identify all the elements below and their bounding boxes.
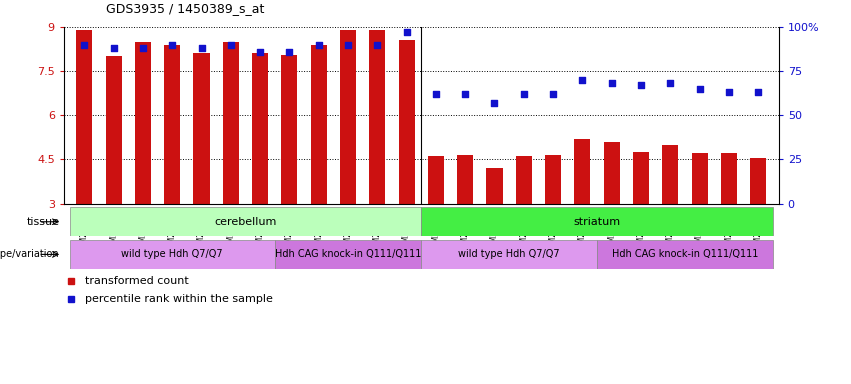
- Point: [751, 89, 765, 95]
- Text: Hdh CAG knock-in Q111/Q111: Hdh CAG knock-in Q111/Q111: [275, 249, 421, 260]
- Point: [429, 91, 443, 97]
- Point: [312, 41, 326, 48]
- Bar: [193, 53, 209, 204]
- Bar: [369, 30, 386, 204]
- Bar: [275, 240, 421, 269]
- Point: [517, 91, 530, 97]
- Bar: [545, 155, 561, 204]
- Point: [546, 91, 560, 97]
- Point: [459, 91, 472, 97]
- Point: [77, 41, 91, 48]
- Bar: [70, 207, 421, 236]
- Text: wild type Hdh Q7/Q7: wild type Hdh Q7/Q7: [459, 249, 560, 260]
- Point: [488, 100, 501, 106]
- Bar: [692, 154, 708, 204]
- Text: Hdh CAG knock-in Q111/Q111: Hdh CAG knock-in Q111/Q111: [612, 249, 758, 260]
- Text: cerebellum: cerebellum: [214, 217, 277, 227]
- Bar: [662, 145, 678, 204]
- Bar: [574, 139, 591, 204]
- Point: [283, 48, 296, 55]
- Bar: [750, 158, 766, 204]
- Bar: [516, 156, 532, 204]
- Bar: [487, 168, 503, 204]
- Bar: [457, 155, 473, 204]
- Bar: [398, 40, 414, 204]
- Point: [693, 86, 706, 92]
- Text: transformed count: transformed count: [85, 276, 189, 286]
- Point: [664, 80, 677, 86]
- Point: [341, 41, 355, 48]
- Text: tissue: tissue: [26, 217, 60, 227]
- Point: [370, 41, 384, 48]
- Bar: [282, 55, 298, 204]
- Bar: [70, 240, 275, 269]
- Bar: [421, 207, 773, 236]
- Point: [605, 80, 619, 86]
- Bar: [134, 41, 151, 204]
- Bar: [340, 30, 356, 204]
- Bar: [428, 156, 444, 204]
- Bar: [597, 240, 773, 269]
- Point: [136, 45, 150, 51]
- Point: [165, 41, 179, 48]
- Text: GDS3935 / 1450389_s_at: GDS3935 / 1450389_s_at: [106, 2, 265, 15]
- Bar: [252, 53, 268, 204]
- Bar: [633, 152, 649, 204]
- Bar: [421, 240, 597, 269]
- Text: genotype/variation: genotype/variation: [0, 249, 60, 260]
- Point: [575, 77, 589, 83]
- Text: striatum: striatum: [574, 217, 620, 227]
- Bar: [603, 142, 620, 204]
- Text: wild type Hdh Q7/Q7: wild type Hdh Q7/Q7: [122, 249, 223, 260]
- Bar: [223, 41, 239, 204]
- Bar: [77, 30, 93, 204]
- Point: [107, 45, 121, 51]
- Point: [722, 89, 735, 95]
- Bar: [106, 56, 122, 204]
- Text: percentile rank within the sample: percentile rank within the sample: [85, 293, 273, 304]
- Point: [224, 41, 237, 48]
- Bar: [311, 45, 327, 204]
- Bar: [164, 45, 180, 204]
- Point: [634, 82, 648, 88]
- Point: [195, 45, 208, 51]
- Bar: [721, 154, 737, 204]
- Point: [254, 48, 267, 55]
- Point: [400, 29, 414, 35]
